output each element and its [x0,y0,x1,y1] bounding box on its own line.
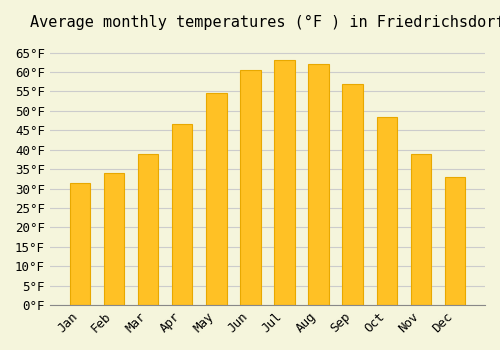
Bar [410,154,431,305]
Bar [70,183,90,305]
Bar [445,177,465,305]
Bar [308,64,329,305]
Bar [172,124,193,305]
Bar [342,84,363,305]
Bar [138,154,158,305]
Bar [206,93,227,305]
Title: Average monthly temperatures (°F ) in Friedrichsdorf: Average monthly temperatures (°F ) in Fr… [30,15,500,30]
Bar [240,70,260,305]
Bar [376,117,397,305]
Bar [104,173,124,305]
Bar [274,60,294,305]
